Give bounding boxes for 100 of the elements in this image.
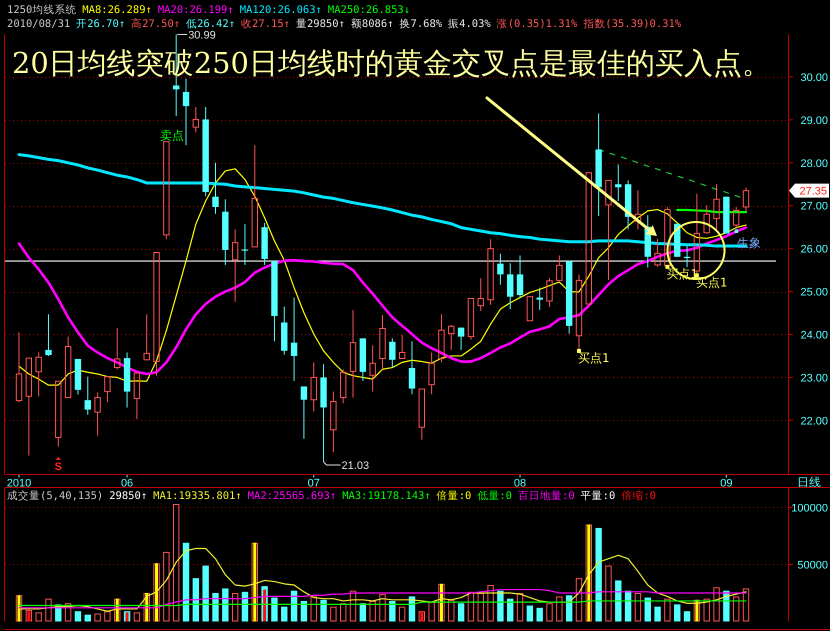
y-tick-label: 29.00 [800,114,828,127]
text: MA120:26.063↑ [240,4,322,16]
text: 换7.68% [400,18,443,30]
x-tick-label: 07 [308,478,320,490]
bar [507,598,514,622]
bar [704,598,710,622]
text: 收27.15↑ [241,18,290,30]
legend-label: 百日地量:0 [518,489,575,502]
bar [526,606,534,622]
y-tick-label: 22.00 [800,415,828,428]
text: 倍量:0 [436,489,472,502]
y-tick-label: 25.00 [800,286,828,299]
candlestick [586,172,592,305]
candlestick [104,376,111,403]
candlestick [55,380,62,448]
candlestick [605,180,612,280]
x-tick-label: 06 [120,478,134,490]
bar [350,590,356,622]
bar [379,594,386,622]
bar [263,590,266,622]
candlestick [84,376,91,416]
candlestick [144,314,150,360]
text: 倍缩:0 [621,489,656,502]
candlestick [408,340,416,395]
bar [290,590,298,622]
x-tick-label: 09 [720,478,732,490]
candlestick [516,255,524,298]
bar [369,600,376,622]
annotation: 30.99 [188,29,216,42]
candlestick [556,255,563,281]
text: 指数(35.39)0.31% [582,18,682,30]
bar [448,600,454,622]
candlestick [438,314,445,363]
bar [536,608,543,622]
text: 2010/08/31 [7,18,70,30]
y-tick-label: 50000 [797,559,828,572]
bar [281,606,288,622]
text: 低26.42↑ [186,18,236,30]
bar [310,596,317,622]
bar [398,606,406,622]
text: 27.35 [799,186,827,198]
bar [478,592,484,622]
y-tick-label: 30.00 [800,72,828,84]
line-series [18,548,747,612]
bar [172,504,180,622]
candlestick [487,238,494,306]
line-series [18,588,747,608]
text: MA8:26.289↑ [82,4,152,16]
bar [340,603,346,622]
y-tick-label: 28.00 [800,158,828,170]
bar [644,598,651,622]
bar [163,552,170,622]
bar [664,598,671,622]
bar [497,590,504,622]
candlestick [182,78,190,146]
bar [684,611,690,622]
text: 额8086↑ [350,17,394,30]
bar [468,592,474,622]
bar [576,578,582,622]
candlestick [153,252,160,376]
candlestick [507,262,514,310]
bar [674,604,680,622]
candlestick [428,352,435,395]
candlestick [389,338,396,368]
bar [222,588,229,622]
y-tick-label: 100000 [791,502,828,514]
bar [624,590,632,622]
bar [654,606,661,622]
candlestick [615,164,622,202]
candlestick [497,253,504,286]
bar [556,596,563,622]
candlestick [64,336,72,398]
bar [566,595,572,622]
bar [84,614,91,622]
bar [64,603,72,622]
y-tick-label: 27.00 [800,200,828,213]
bar [458,603,464,622]
bar [732,596,740,622]
candlestick [212,162,219,214]
bar [595,528,602,622]
annotation: 买点1 [696,275,728,290]
candlestick [26,358,32,456]
candlestick [290,297,298,382]
bar [389,600,396,622]
bar [605,566,612,622]
bar [713,587,720,622]
bar [428,602,435,622]
bar [202,566,209,622]
bar [271,598,278,622]
text: 高27.50↑ [131,17,180,30]
candlestick [478,278,484,312]
x-tick-label: 2010 [6,478,32,490]
legend-label: 低量:0 [477,490,512,502]
text: MA250:26.853↓ [328,4,410,16]
bar [35,612,42,622]
candlestick [300,386,308,440]
candlestick [232,228,238,302]
candlestick [369,344,376,392]
y-tick-label: 24.00 [800,329,828,342]
annotation: 卖点 [160,128,184,143]
